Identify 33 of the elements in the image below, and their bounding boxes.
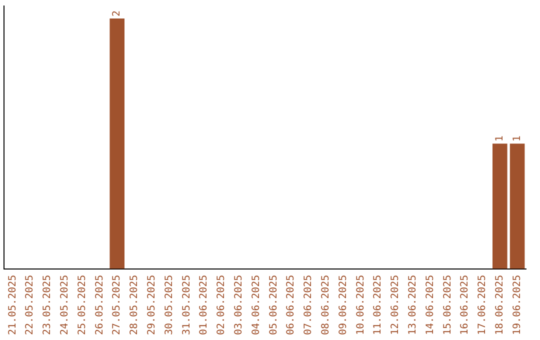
x-tick-label: 03.06.2025 xyxy=(233,274,244,336)
x-tick-label: 31.05.2025 xyxy=(181,274,192,336)
x-tick-label: 17.06.2025 xyxy=(477,274,488,336)
x-tick-label: 22.05.2025 xyxy=(24,274,36,336)
x-tick-label: 14.06.2025 xyxy=(424,274,436,336)
x-tick-label: 08.06.2025 xyxy=(320,274,332,336)
x-tick-label: 27.05.2025 xyxy=(112,274,123,336)
x-tick-label: 28.05.2025 xyxy=(129,274,140,336)
x-tick-label: 24.05.2025 xyxy=(59,274,70,336)
x-tick-label: 07.06.2025 xyxy=(303,274,314,336)
x-tick-label: 11.06.2025 xyxy=(372,274,384,336)
x-tick-label: 13.06.2025 xyxy=(407,274,418,336)
data-label: 1 xyxy=(494,136,506,142)
x-tick-label: 04.06.2025 xyxy=(250,274,262,336)
x-tick-label: 30.05.2025 xyxy=(164,274,175,336)
x-tick-label: 21.05.2025 xyxy=(7,274,18,336)
x-tick-label: 01.06.2025 xyxy=(198,274,210,336)
x-tick-label: 05.06.2025 xyxy=(268,274,280,336)
x-tick-label: 12.06.2025 xyxy=(390,274,402,336)
data-label: 2 xyxy=(112,10,123,17)
x-tick-label: 15.06.2025 xyxy=(442,274,454,336)
x-tick-label: 18.06.2025 xyxy=(494,274,506,336)
x-tick-label: 29.05.2025 xyxy=(146,274,158,336)
x-tick-label: 16.06.2025 xyxy=(460,274,471,336)
x-tick-label: 10.06.2025 xyxy=(355,274,366,336)
x-tick-label: 26.05.2025 xyxy=(94,274,106,336)
data-label: 1 xyxy=(512,136,523,142)
x-tick-label: 02.06.2025 xyxy=(216,274,228,336)
x-tick-label: 23.05.2025 xyxy=(42,274,54,336)
x-tick-label: 25.05.2025 xyxy=(76,274,88,336)
x-tick-label: 19.06.2025 xyxy=(512,274,523,336)
x-tick-label: 06.06.2025 xyxy=(286,274,297,336)
x-tick-label: 09.06.2025 xyxy=(338,274,349,336)
